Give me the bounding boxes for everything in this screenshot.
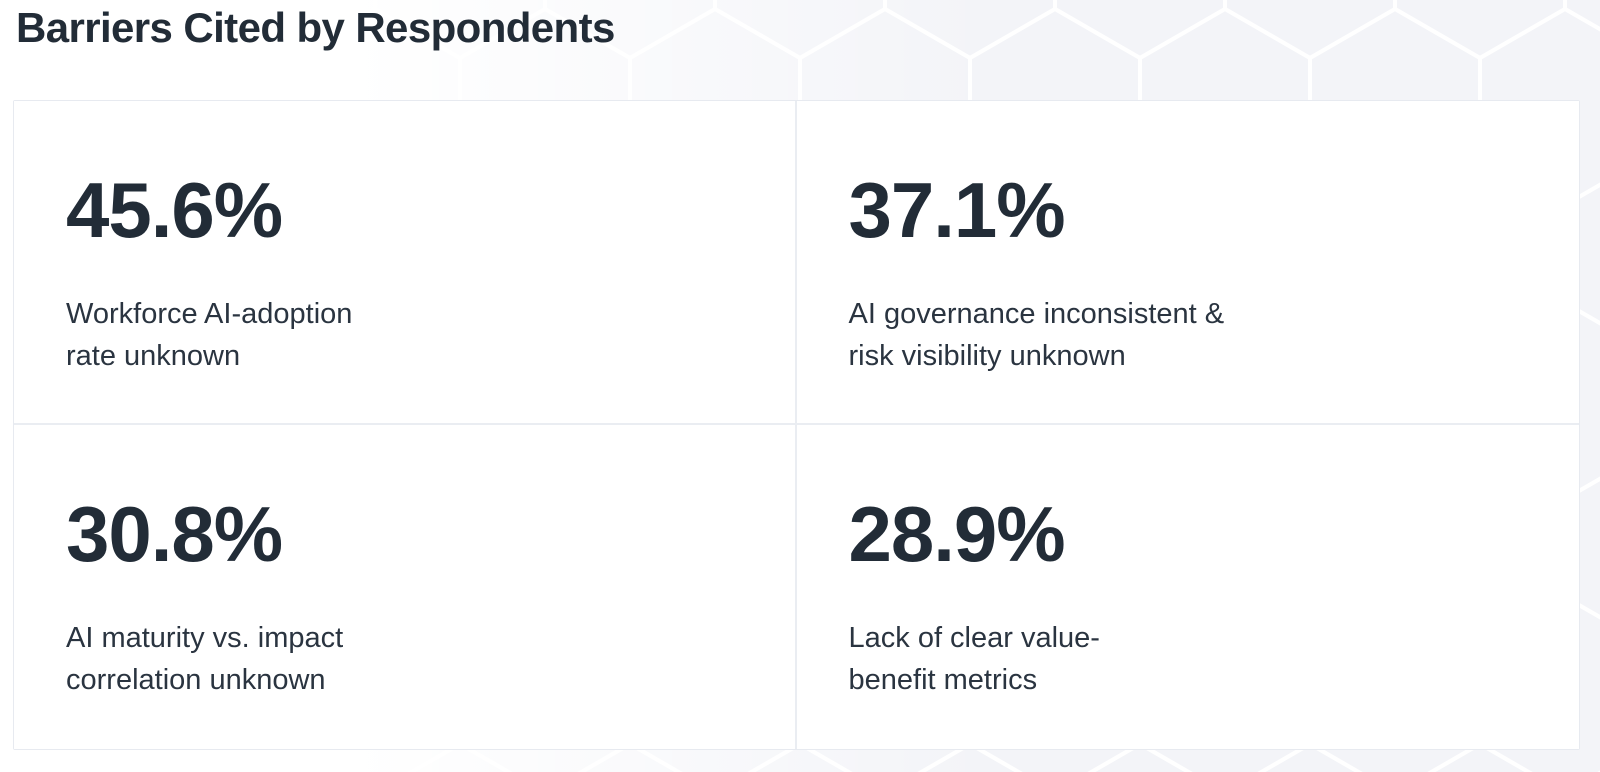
- stat-label: AI maturity vs. impact correlation unkno…: [66, 622, 344, 697]
- stat-card: 30.8% AI maturity vs. impact correlation…: [14, 425, 797, 749]
- barriers-stats-card: 45.6% Workforce AI-adoption rate unknown…: [13, 100, 1580, 750]
- stat-label: Workforce AI-adoption rate unknown: [66, 298, 353, 373]
- stat-value: 45.6%: [66, 166, 283, 254]
- stat-card: 45.6% Workforce AI-adoption rate unknown: [14, 101, 797, 425]
- stat-label: Lack of clear value- benefit metrics: [848, 622, 1100, 697]
- stat-card: 37.1% AI governance inconsistent & risk …: [796, 101, 1579, 425]
- stat-value: 30.8%: [66, 490, 283, 578]
- stat-card: 28.9% Lack of clear value- benefit metri…: [796, 425, 1579, 749]
- page-title: Barriers Cited by Respondents: [16, 4, 615, 51]
- stat-value: 28.9%: [848, 490, 1066, 578]
- stat-label: AI governance inconsistent & risk visibi…: [848, 298, 1225, 373]
- stat-value: 37.1%: [848, 166, 1066, 254]
